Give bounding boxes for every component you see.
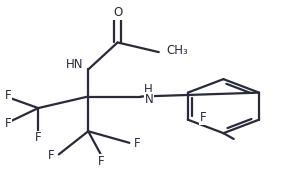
Text: F: F — [35, 131, 41, 145]
Text: CH₃: CH₃ — [166, 44, 188, 57]
Text: F: F — [48, 149, 54, 162]
Text: HN: HN — [66, 58, 84, 71]
Text: F: F — [200, 111, 206, 124]
Text: H: H — [144, 83, 153, 96]
Text: N: N — [145, 92, 153, 106]
Text: F: F — [4, 117, 11, 130]
Text: F: F — [134, 137, 141, 150]
Text: F: F — [4, 89, 11, 102]
Text: O: O — [113, 6, 122, 19]
Text: F: F — [98, 155, 105, 168]
